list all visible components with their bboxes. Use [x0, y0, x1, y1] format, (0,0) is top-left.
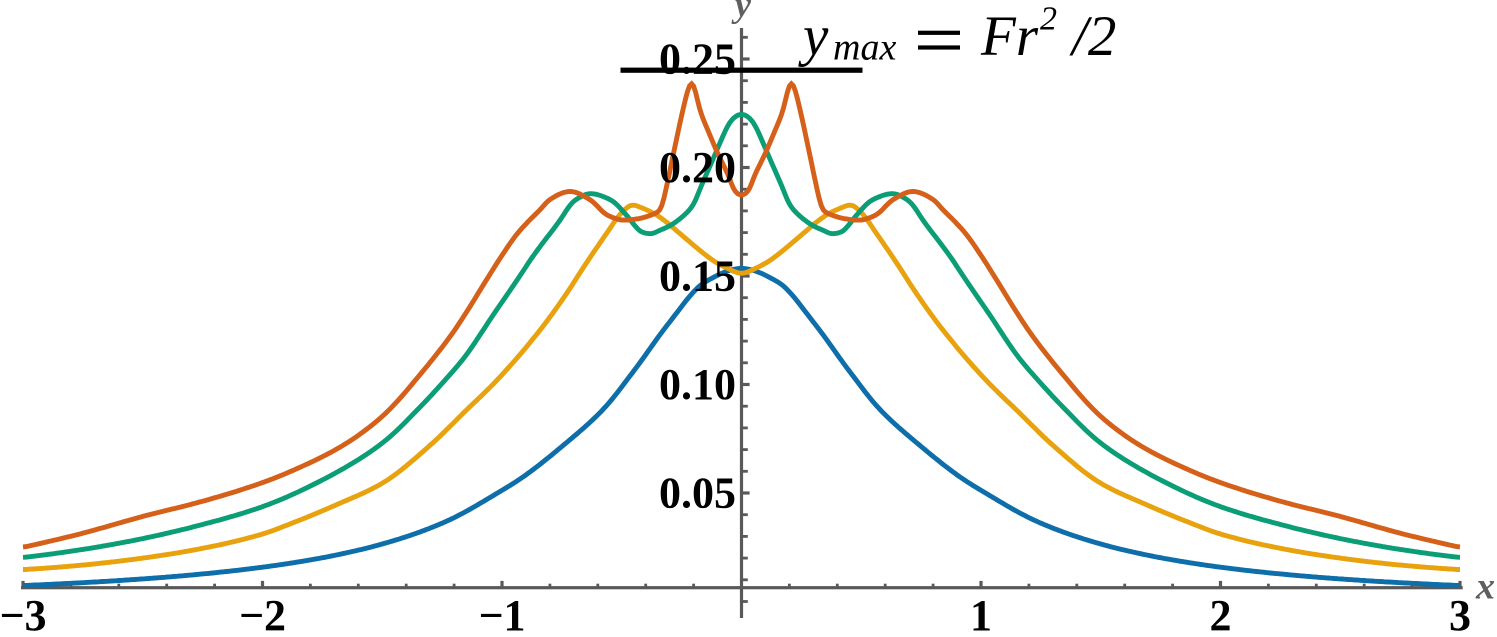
svg-text:3: 3	[1449, 591, 1471, 632]
svg-text:y: y	[798, 5, 829, 68]
svg-text:2: 2	[1040, 1, 1057, 38]
svg-text:1: 1	[970, 591, 992, 632]
svg-text:/2: /2	[1069, 5, 1116, 68]
svg-text:−3: −3	[0, 591, 47, 632]
svg-text:y: y	[731, 0, 752, 25]
svg-text:0.25: 0.25	[659, 35, 736, 84]
svg-text:0.20: 0.20	[659, 143, 736, 192]
svg-text:Fr: Fr	[980, 5, 1039, 68]
svg-text:x: x	[1475, 566, 1495, 608]
svg-text:2: 2	[1210, 591, 1232, 632]
svg-text:0.05: 0.05	[659, 469, 736, 518]
svg-text:−2: −2	[239, 591, 286, 632]
svg-text:0.15: 0.15	[659, 252, 736, 301]
svg-text:max: max	[833, 27, 896, 69]
svg-text:0.10: 0.10	[659, 360, 736, 409]
svg-text:−1: −1	[478, 591, 525, 632]
